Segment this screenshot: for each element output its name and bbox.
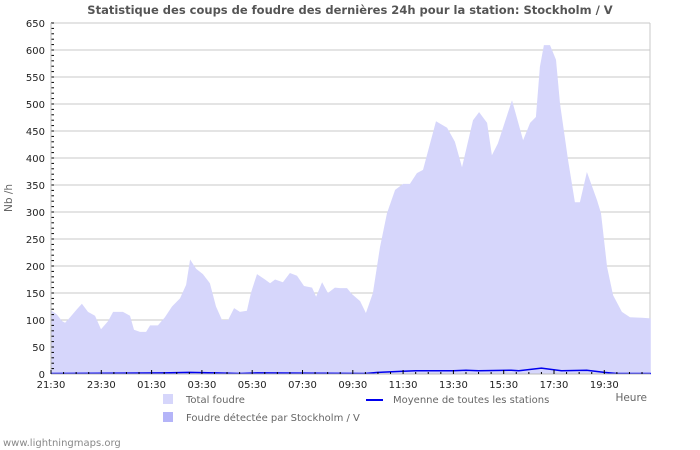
footer-link[interactable]: www.lightningmaps.org [3,438,121,449]
x-tick-label: 15:30 [489,380,518,391]
y-tick-label: 300 [26,208,45,219]
legend-swatch-station [163,412,173,422]
legend-label-total: Total foudre [185,395,245,406]
y-tick-label: 100 [26,316,45,327]
x-axis-label: Heure [615,392,647,404]
x-tick-label: 17:30 [540,380,569,391]
x-tick-label: 21:30 [37,380,66,391]
y-tick-label: 0 [39,370,45,381]
y-tick-label: 550 [26,73,45,84]
x-tick-label: 13:30 [439,380,468,391]
y-tick-label: 500 [26,100,45,111]
legend-swatch-total [163,394,173,404]
x-tick-label: 11:30 [389,380,418,391]
y-tick-label: 650 [26,19,45,30]
y-tick-label: 150 [26,289,45,300]
y-tick-label: 250 [26,235,45,246]
x-tick-label: 23:30 [87,380,116,391]
x-tick-label: 03:30 [187,380,216,391]
y-tick-label: 400 [26,154,45,165]
x-tick-label: 01:30 [137,380,166,391]
x-tick-label: 07:30 [288,380,317,391]
y-tick-label: 200 [26,262,45,273]
y-tick-label: 600 [26,46,45,57]
x-tick-label: 05:30 [238,380,267,391]
x-tick-label: 19:30 [590,380,619,391]
y-tick-label: 450 [26,127,45,138]
y-axis-label: Nb /h [3,184,15,212]
x-tick-label: 09:30 [338,380,367,391]
area-total-foudre [51,45,651,374]
y-tick-label: 350 [26,181,45,192]
legend-label-average: Moyenne de toutes les stations [393,395,549,406]
y-tick-label: 50 [32,343,45,354]
legend-label-station: Foudre détectée par Stockholm / V [186,412,360,424]
chart-title: Statistique des coups de foudre des dern… [87,3,613,17]
